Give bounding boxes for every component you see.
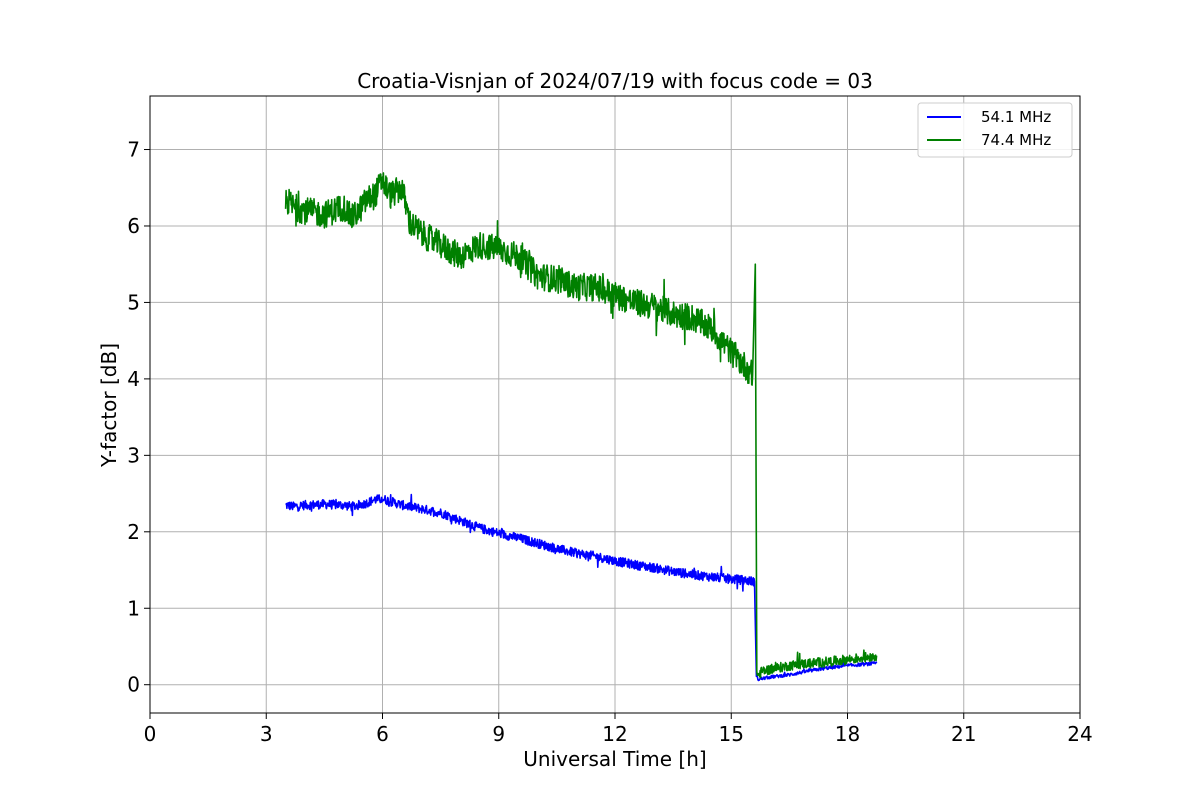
x-tick-label: 18	[835, 722, 860, 746]
x-tick-label: 15	[719, 722, 744, 746]
y-tick-label: 3	[127, 443, 140, 467]
y-axis: 0 1 2 3 4 5 6 7	[127, 138, 150, 697]
y-tick-label: 0	[127, 673, 140, 697]
x-axis-label: Universal Time [h]	[523, 747, 706, 771]
x-tick-label: 9	[492, 722, 505, 746]
y-tick-label: 5	[127, 290, 140, 314]
y-tick-label: 6	[127, 214, 140, 238]
x-tick-label: 6	[376, 722, 389, 746]
x-tick-label: 24	[1067, 722, 1092, 746]
series-line-54mhz	[285, 493, 878, 682]
legend-label-74mhz: 74.4 MHz	[981, 131, 1051, 149]
x-tick-label: 21	[951, 722, 976, 746]
x-tick-label: 12	[602, 722, 627, 746]
series-layer	[284, 172, 878, 682]
y-tick-label: 2	[127, 520, 140, 544]
y-tick-label: 1	[127, 596, 140, 620]
series-line-74mhz	[284, 172, 878, 679]
y-tick-label: 4	[127, 367, 140, 391]
x-tick-label: 0	[144, 722, 157, 746]
legend-label-54mhz: 54.1 MHz	[981, 108, 1051, 126]
y-axis-label: Y-factor [dB]	[97, 343, 121, 468]
legend: 54.1 MHz 74.4 MHz	[917, 102, 1073, 158]
chart-title: Croatia-Visnjan of 2024/07/19 with focus…	[357, 69, 873, 93]
x-tick-label: 3	[260, 722, 273, 746]
x-axis: 0 3 6 9 12 15 18 21 24	[144, 713, 1093, 746]
y-tick-label: 7	[127, 138, 140, 162]
